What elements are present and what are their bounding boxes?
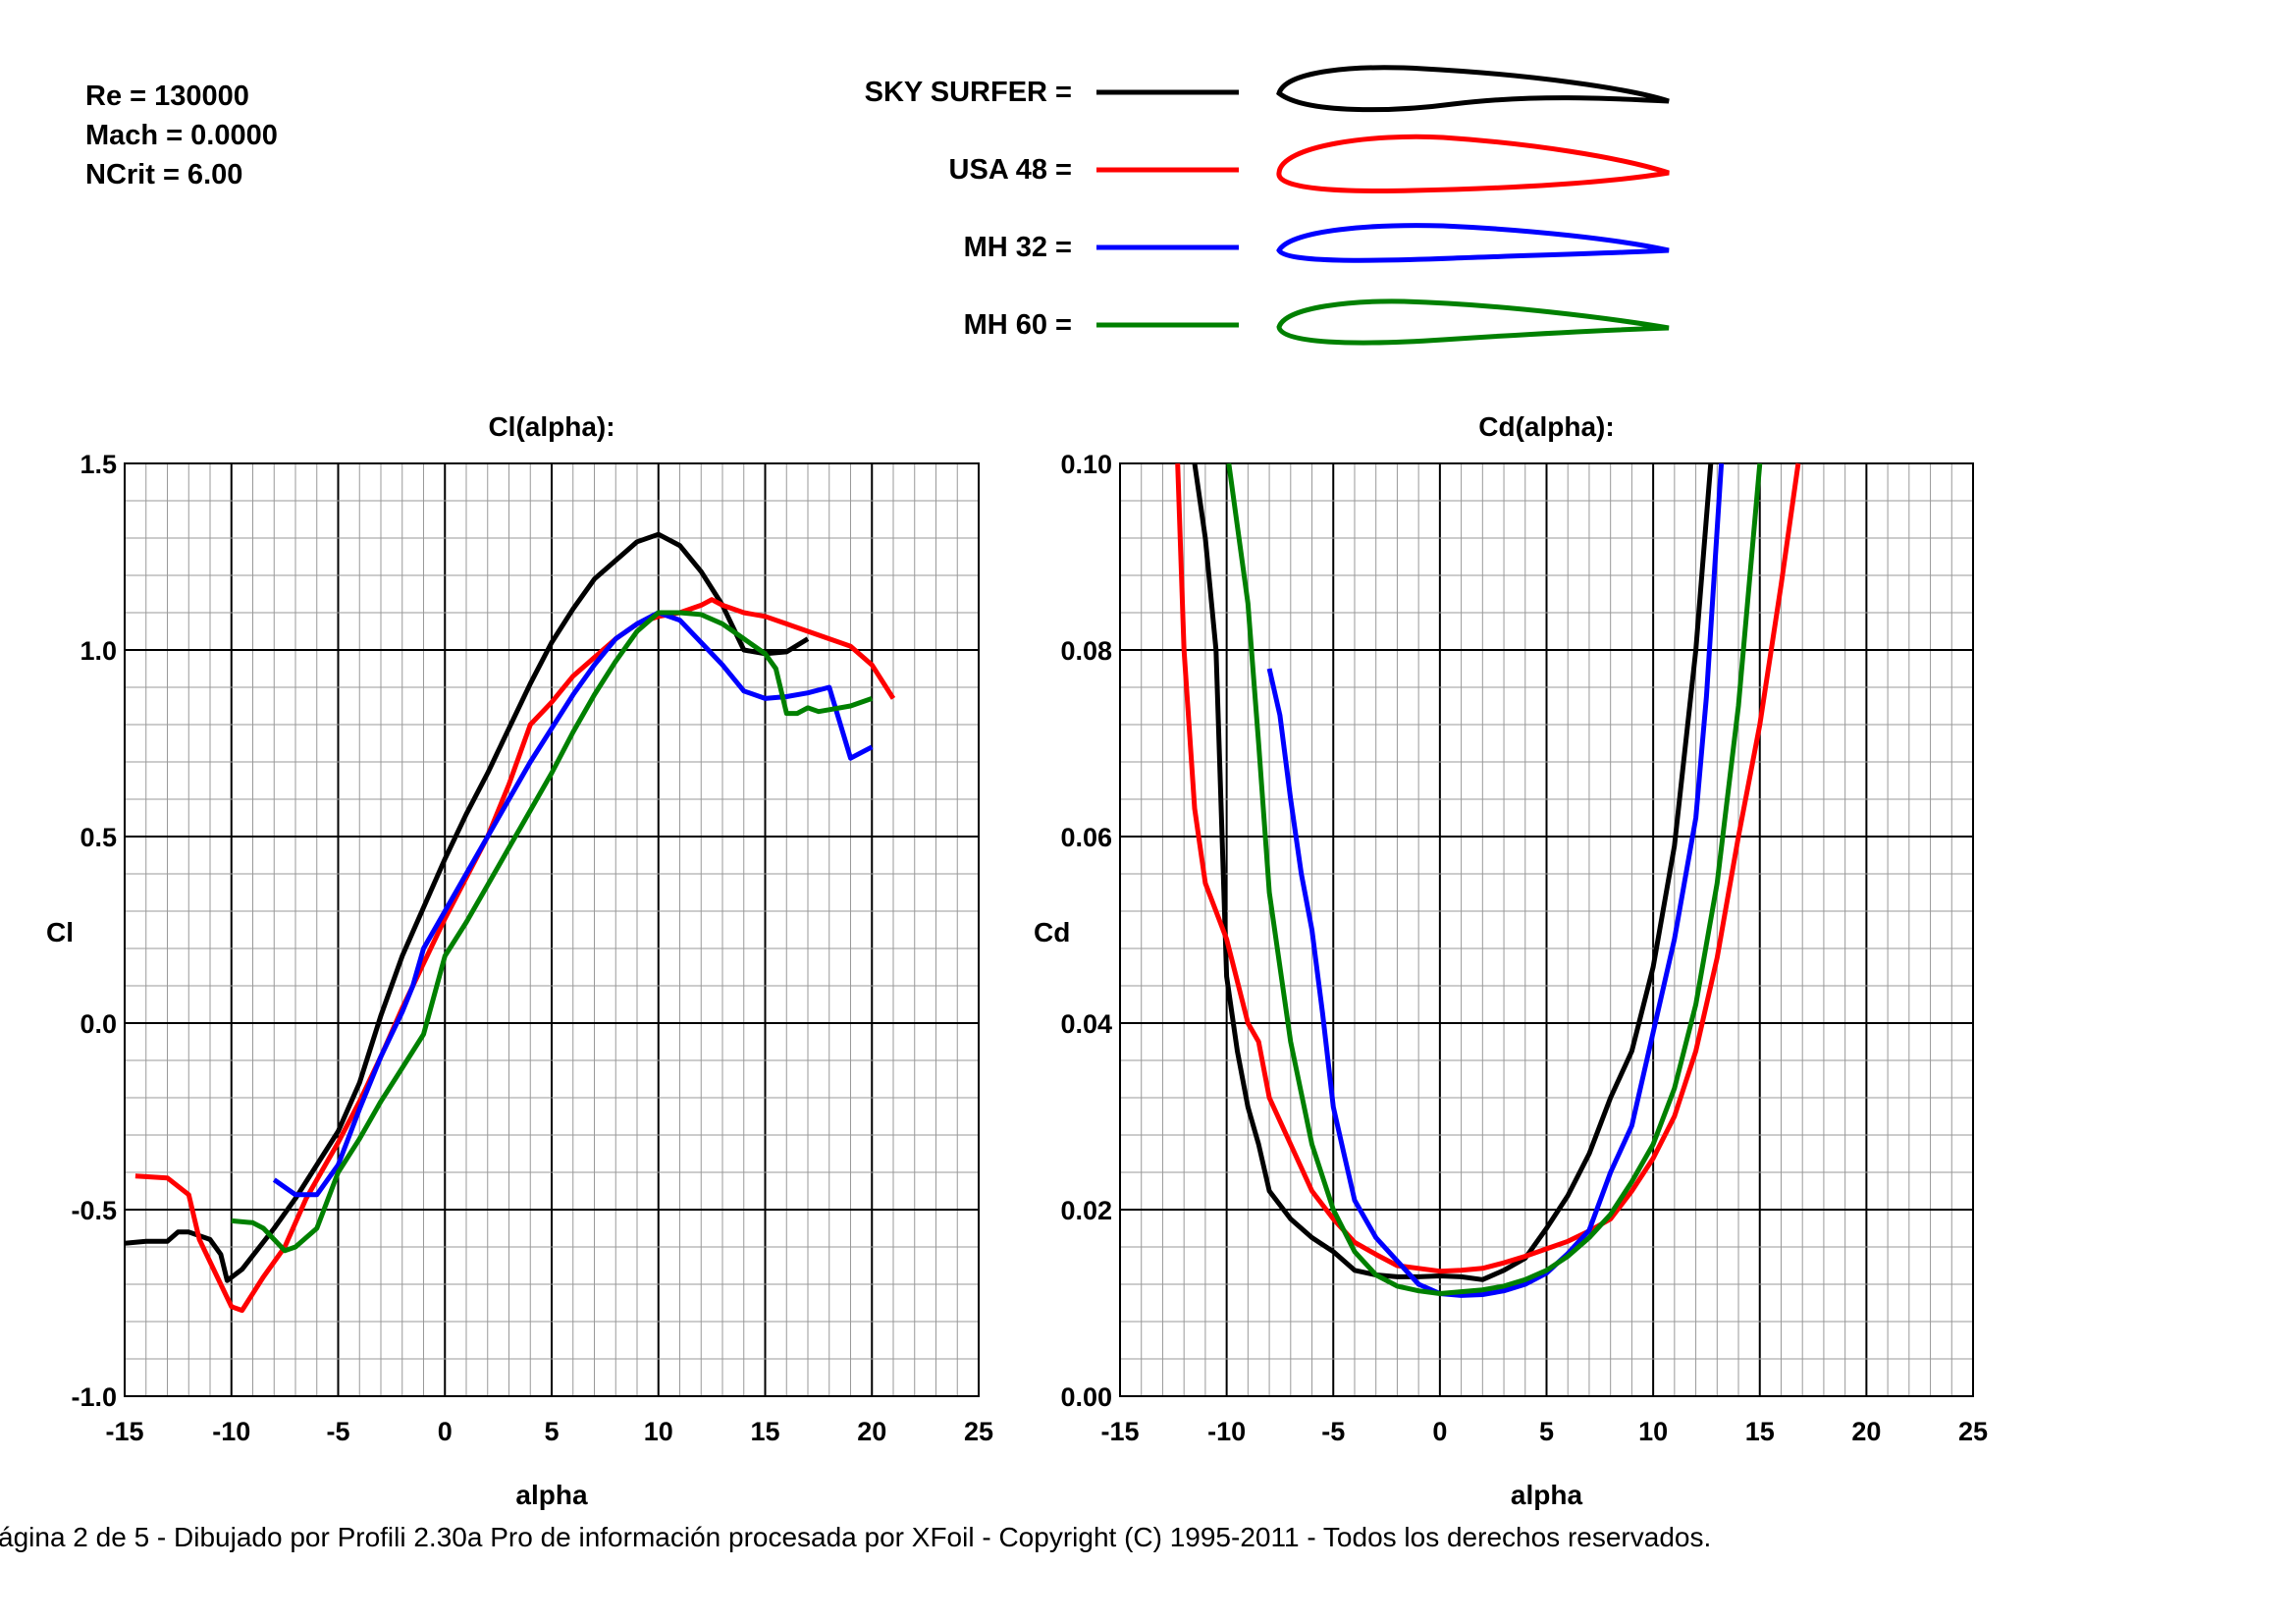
x-tick-label: 25 — [1958, 1417, 1988, 1446]
x-tick-label: 10 — [1638, 1417, 1668, 1446]
y-tick-label: 0.04 — [1060, 1009, 1112, 1039]
y-tick-label: 0.5 — [80, 823, 117, 852]
x-tick-label: -5 — [326, 1417, 349, 1446]
simulation-parameters: Re = 130000 Mach = 0.0000 NCrit = 6.00 — [85, 77, 278, 194]
series-line-usa-48 — [1175, 462, 1801, 1274]
x-tick-label: 0 — [438, 1417, 453, 1446]
y-tick-label: 1.0 — [80, 636, 117, 666]
mach-number: Mach = 0.0000 — [85, 120, 278, 151]
x-tick-label: 5 — [1539, 1417, 1554, 1446]
plot-frame — [124, 462, 980, 1397]
plot-frame — [1119, 462, 1974, 1397]
airfoil-profile-mh32 — [1276, 223, 1670, 263]
legend-label-usa48: USA 48 = — [948, 154, 1072, 186]
series-line-sky-surfer — [124, 531, 810, 1283]
x-axis-label: alpha — [1511, 1480, 1583, 1510]
chart-cl: -15 -10 -5 0 5 10 15 20 25 -1.0 -0.5 0.0 0.5 1.0 1.5 Cl… — [46, 411, 993, 1510]
airfoil-profile-mh60 — [1276, 298, 1670, 346]
legend-label-mh60: MH 60 = — [963, 309, 1072, 341]
x-tick-label: 20 — [1851, 1417, 1881, 1446]
legend-label-sky-surfer: SKY SURFER = — [864, 77, 1072, 108]
y-tick-label: 0.0 — [80, 1009, 117, 1039]
x-tick-label: -5 — [1321, 1417, 1345, 1446]
y-tick-label: 0.08 — [1060, 636, 1112, 666]
series-line-mh-60 — [231, 610, 874, 1254]
y-tick-label: 1.5 — [80, 450, 117, 479]
chart-cd: -15 -10 -5 0 5 10 15 20 25 0.00 0.02 0.04 0.06 0.08 0.… — [1034, 411, 1988, 1510]
airfoil-profile-sky-surfer — [1276, 65, 1670, 113]
y-tick-label: -0.5 — [71, 1196, 117, 1225]
y-tick-label: 0.02 — [1060, 1196, 1112, 1225]
footer-text: ágina 2 de 5 - Dibujado por Profili 2.30… — [0, 1522, 1712, 1552]
y-tick-label: 0.00 — [1060, 1382, 1112, 1412]
y-tick-label: 0.10 — [1060, 450, 1112, 479]
x-tick-label: -10 — [212, 1417, 250, 1446]
x-tick-label: -15 — [105, 1417, 143, 1446]
series-line-mh-32 — [1266, 462, 1725, 1298]
x-tick-label: -10 — [1207, 1417, 1246, 1446]
series-line-mh-60 — [1226, 462, 1763, 1296]
x-tick-label: 5 — [544, 1417, 559, 1446]
x-tick-label: 20 — [857, 1417, 886, 1446]
x-tick-label: 15 — [750, 1417, 779, 1446]
legend-label-mh32: MH 32 = — [963, 232, 1072, 263]
legend-graphics — [1096, 65, 1670, 346]
y-axis-label: Cl — [46, 917, 74, 947]
x-tick-label: 25 — [964, 1417, 993, 1446]
airfoil-profile-usa48 — [1276, 134, 1670, 193]
x-tick-label: -15 — [1100, 1417, 1139, 1446]
y-tick-label: 0.06 — [1060, 823, 1112, 852]
y-axis-label: Cd — [1034, 917, 1070, 947]
x-tick-label: 15 — [1745, 1417, 1775, 1446]
x-tick-label: 10 — [644, 1417, 673, 1446]
x-tick-label: 0 — [1432, 1417, 1447, 1446]
reynolds-number: Re = 130000 — [85, 81, 249, 112]
y-tick-label: -1.0 — [71, 1382, 117, 1412]
series-line-usa-48 — [134, 597, 896, 1314]
series-line-sky-surfer — [1192, 462, 1714, 1282]
chart-title: Cd(alpha): — [1478, 411, 1614, 442]
ncrit-value: NCrit = 6.00 — [85, 159, 243, 190]
series-line-mh-32 — [272, 610, 874, 1198]
x-axis-label: alpha — [515, 1480, 588, 1510]
chart-title: Cl(alpha): — [488, 411, 614, 442]
